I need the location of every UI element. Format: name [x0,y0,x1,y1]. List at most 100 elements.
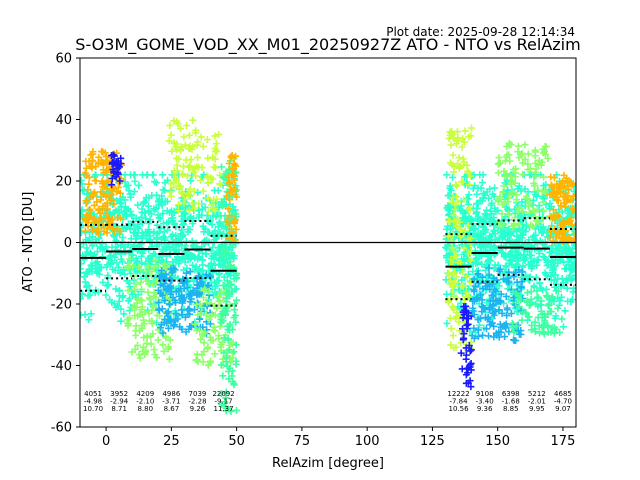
data-point [469,304,477,312]
bin-stat-label: 8.67 [164,405,180,413]
data-point [540,207,548,215]
data-point [222,168,230,176]
data-point [150,205,158,213]
data-point [146,296,154,304]
data-point [159,210,167,218]
data-point [195,200,203,208]
data-point [194,290,202,298]
data-point [453,182,461,190]
bin-stat-label: 9.26 [190,405,206,413]
data-point [203,136,211,144]
data-point [537,161,545,169]
data-point [499,188,507,196]
data-point [500,231,508,239]
data-point [154,336,162,344]
data-point [187,252,195,260]
data-point [447,255,455,263]
data-point [182,269,190,277]
data-point [475,233,483,241]
data-point [495,328,503,336]
data-point [150,346,158,354]
data-point [544,302,552,310]
data-point [500,167,508,175]
data-point [232,318,240,326]
data-point [228,208,236,216]
data-point [166,336,174,344]
data-point [217,389,225,397]
data-point [126,190,134,198]
data-point [532,191,540,199]
data-point [104,205,112,213]
data-point [230,348,238,356]
data-point [546,234,554,242]
data-point [543,228,551,236]
data-point [454,259,462,267]
data-point [446,218,454,226]
data-point [223,217,231,225]
data-point [80,311,85,319]
data-point [459,268,467,276]
data-point [141,351,149,359]
data-point [230,165,238,173]
data-point [117,317,125,325]
data-point [83,244,91,252]
data-point [153,191,161,199]
data-point [145,202,153,210]
data-point [103,282,111,290]
data-point [560,234,568,242]
data-point [510,228,518,236]
data-point [228,249,236,257]
data-point [148,252,156,260]
data-point [467,366,475,374]
data-point [459,336,467,344]
data-point [495,306,503,314]
bin-stat-label: -4.70 [554,398,572,406]
data-point [553,233,561,241]
data-point [136,327,144,335]
data-point [211,132,219,140]
data-point [474,332,482,340]
data-point [101,183,109,191]
data-point [454,160,462,168]
data-point [445,135,453,143]
bin-stat-label: -3.71 [162,398,180,406]
bin-stat-label: 3952 [110,390,128,398]
data-point [524,166,532,174]
data-point [164,284,172,292]
bin-statistics-lines [80,217,576,307]
data-point [542,143,550,151]
data-point [124,287,132,295]
data-point [521,141,529,149]
data-point [117,160,125,168]
data-point [463,272,471,280]
data-point [501,253,509,261]
data-point [80,206,86,214]
data-point [218,163,226,171]
data-point [228,151,236,159]
data-point [561,190,569,198]
data-point [180,253,188,261]
data-point [127,208,135,216]
data-point [86,193,94,201]
data-point [142,267,150,275]
data-point [190,168,198,176]
data-point [84,186,92,194]
data-point [452,294,460,302]
data-point [220,349,228,357]
data-point [488,230,496,238]
data-point [540,323,548,331]
data-point [192,126,200,134]
data-point [539,173,547,181]
data-point [194,311,202,319]
data-point [469,297,477,305]
data-point [143,339,151,347]
data-point [490,226,498,234]
bin-stat-label: 6398 [502,390,520,398]
data-point [191,204,199,212]
data-point [199,187,207,195]
data-point [91,218,99,226]
data-point [232,210,240,218]
data-point [134,295,142,303]
data-point [470,231,478,239]
data-point [448,198,456,206]
